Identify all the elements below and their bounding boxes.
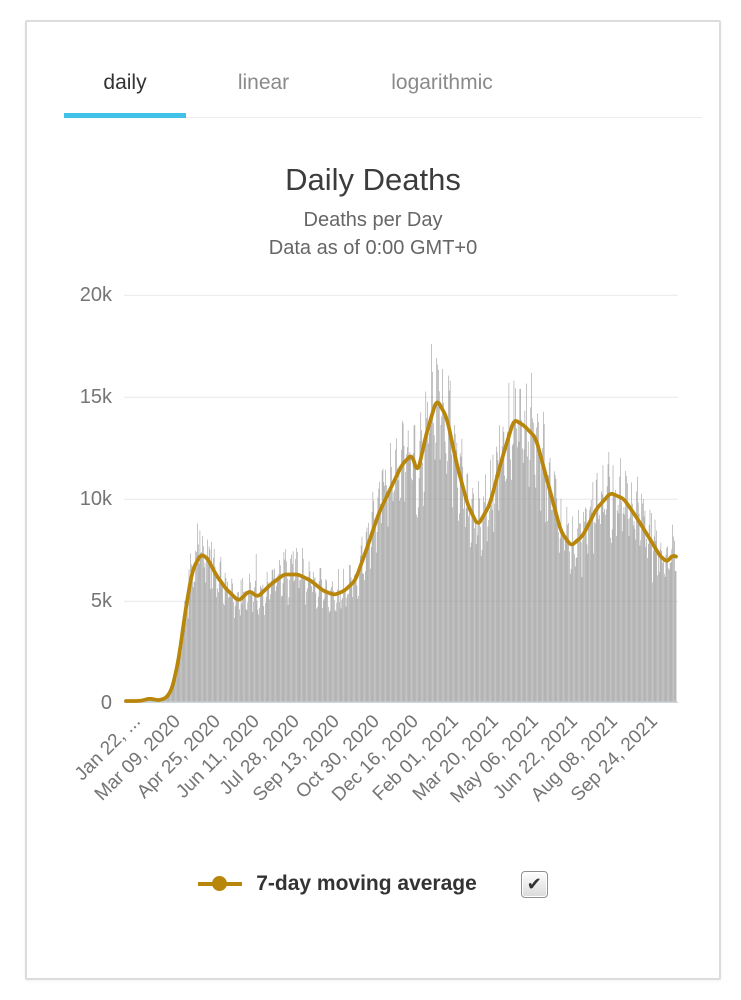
tab-logarithmic[interactable]: logarithmic	[391, 71, 493, 94]
legend-dot-icon	[212, 876, 228, 891]
chart-subtitle: Deaths per Day	[303, 209, 443, 231]
legend-checkbox[interactable]: ✔	[520, 870, 548, 898]
checkmark-icon: ✔	[526, 873, 542, 894]
chart-canvas[interactable]	[124, 285, 678, 703]
legend-label[interactable]: 7-day moving average	[256, 872, 477, 895]
chart-card: daily linear logarithmic Daily Deaths De…	[25, 20, 721, 980]
page-title: Daily Deaths	[285, 162, 461, 197]
y-tick-label: 15k	[79, 386, 112, 408]
y-tick-label: 0	[100, 692, 112, 714]
y-tick-label: 10k	[79, 488, 112, 510]
tab-daily[interactable]: daily	[103, 71, 147, 94]
y-tick-label: 20k	[79, 284, 112, 306]
chart-area: 0 5k 10k 15k 20k Jan 22, ... Mar 09, 2020 Apr …	[27, 284, 719, 807]
tab-linear[interactable]: linear	[237, 71, 290, 94]
tab-divider	[64, 117, 702, 118]
active-tab-indicator	[64, 113, 186, 118]
moving-average-series-marker[interactable]	[198, 876, 243, 892]
y-tick-label: 5k	[90, 590, 112, 612]
data-as-of-note: Data as of 0:00 GMT+0	[268, 237, 478, 259]
legend: 7-day moving average ✔	[27, 862, 719, 906]
